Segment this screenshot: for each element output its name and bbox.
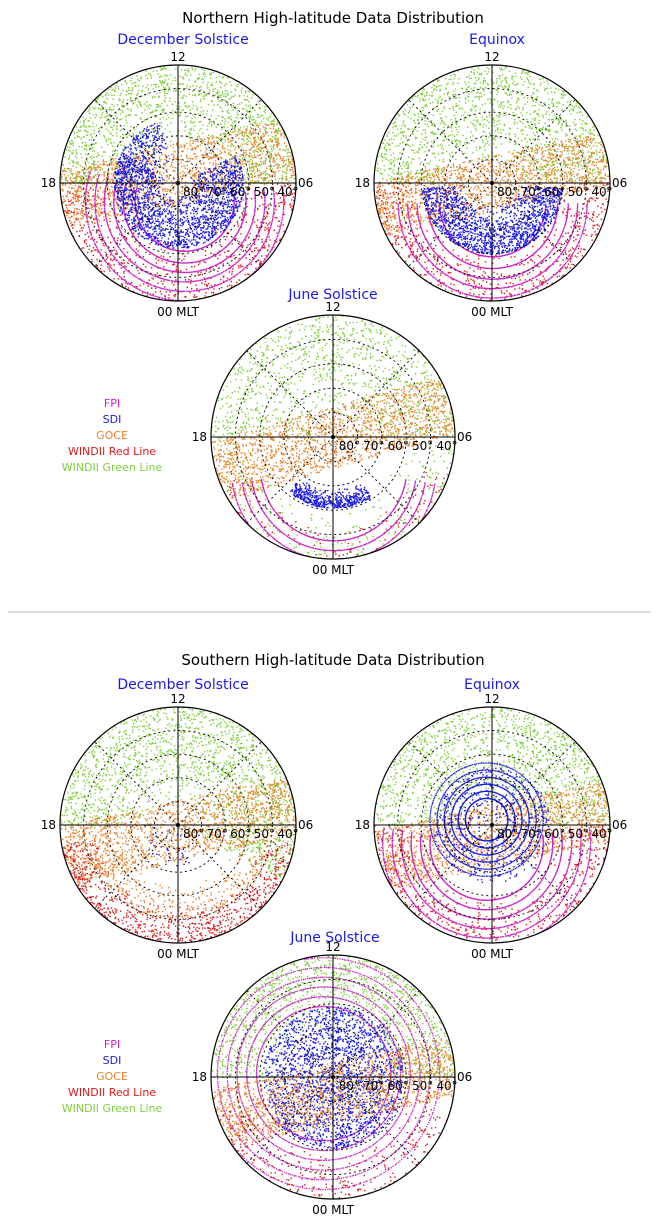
- latitude-tick: 70°: [521, 827, 542, 841]
- legend-windii-red: WINDII Red Line: [68, 445, 156, 458]
- mlt-label-18: 18: [192, 1070, 207, 1084]
- mlt-label-00: 00 MLT: [312, 1203, 354, 1217]
- latitude-tick: 80°: [339, 1079, 360, 1093]
- latitude-tick: 80°: [497, 827, 518, 841]
- mlt-label-18: 18: [192, 430, 207, 444]
- latitude-tick: 60°: [230, 185, 251, 199]
- latitude-tick: 60°: [388, 439, 409, 453]
- mlt-label-06: 06: [457, 1070, 472, 1084]
- mlt-label-00: 00 MLT: [157, 305, 199, 319]
- mlt-label-00: 00 MLT: [471, 947, 513, 961]
- polar-dial-north-june: 12 18 06 00 MLT 80° 70° 60° 50° 40°: [192, 300, 473, 577]
- mlt-label-00: 00 MLT: [157, 947, 199, 961]
- panel-title-s-eq: Equinox: [464, 677, 520, 693]
- mlt-label-06: 06: [298, 818, 313, 832]
- latitude-tick: 40°: [591, 827, 612, 841]
- latitude-tick: 80°: [497, 185, 518, 199]
- latitude-tick: 70°: [207, 827, 228, 841]
- polar-dial-north-december: 12 18 06 00 MLT 80° 70° 60° 50° 40°: [41, 50, 314, 319]
- latitude-tick: 40°: [277, 185, 298, 199]
- polar-dial-south-december: 12 18 06 00 MLT 80° 70° 60° 50° 40°: [41, 692, 314, 961]
- latitude-tick: 50°: [254, 185, 275, 199]
- mlt-label-18: 18: [355, 176, 370, 190]
- panel-title-n-eq: Equinox: [469, 32, 525, 48]
- latitude-tick: 40°: [436, 1079, 457, 1093]
- mlt-label-12: 12: [484, 50, 499, 64]
- latitude-tick: 40°: [436, 439, 457, 453]
- mlt-label-12: 12: [170, 50, 185, 64]
- latitude-tick: 50°: [568, 185, 589, 199]
- mlt-label-12: 12: [325, 940, 340, 954]
- latitude-tick: 80°: [183, 827, 204, 841]
- latitude-tick: 50°: [254, 827, 275, 841]
- legend-goce: GOCE: [96, 429, 128, 442]
- latitude-tick: 50°: [412, 1079, 433, 1093]
- latitude-tick: 40°: [277, 827, 298, 841]
- mlt-label-18: 18: [355, 818, 370, 832]
- north-legend: FPI SDI GOCE WINDII Red Line WINDII Gree…: [62, 397, 163, 474]
- legend-windii-red: WINDII Red Line: [68, 1086, 156, 1099]
- mlt-label-12: 12: [325, 300, 340, 314]
- latitude-tick: 70°: [363, 439, 384, 453]
- legend-sdi: SDI: [103, 1054, 122, 1067]
- mlt-label-18: 18: [41, 818, 56, 832]
- mlt-label-00: 00 MLT: [312, 563, 354, 577]
- latitude-tick: 70°: [207, 185, 228, 199]
- latitude-tick: 40°: [591, 185, 612, 199]
- legend-sdi: SDI: [103, 413, 122, 426]
- polar-dial-north-equinox: 12 18 06 00 MLT 80° 70° 60° 50° 40°: [355, 50, 628, 319]
- latitude-tick: 60°: [544, 185, 565, 199]
- mlt-label-06: 06: [612, 176, 627, 190]
- legend-goce: GOCE: [96, 1070, 128, 1083]
- panel-title-s-dec: December Solstice: [117, 677, 248, 693]
- legend-windii-green: WINDII Green Line: [62, 1102, 163, 1115]
- north-section-title: Northern High-latitude Data Distribution: [182, 9, 484, 27]
- mlt-label-12: 12: [484, 692, 499, 706]
- latitude-tick: 60°: [230, 827, 251, 841]
- polar-dial-south-equinox: 12 18 06 00 MLT 80° 70° 60° 50° 40°: [355, 692, 628, 961]
- legend-windii-green: WINDII Green Line: [62, 461, 163, 474]
- latitude-tick: 70°: [521, 185, 542, 199]
- panel-title-n-jun: June Solstice: [287, 287, 377, 303]
- latitude-tick: 60°: [544, 827, 565, 841]
- legend-fpi: FPI: [104, 1038, 120, 1051]
- latitude-tick: 50°: [412, 439, 433, 453]
- legend-fpi: FPI: [104, 397, 120, 410]
- panel-title-s-jun: June Solstice: [289, 930, 379, 946]
- south-legend: FPI SDI GOCE WINDII Red Line WINDII Gree…: [62, 1038, 163, 1115]
- mlt-label-00: 00 MLT: [471, 305, 513, 319]
- south-section-title: Southern High-latitude Data Distribution: [181, 651, 484, 669]
- latitude-tick: 80°: [339, 439, 360, 453]
- latitude-tick: 60°: [388, 1079, 409, 1093]
- latitude-tick: 80°: [183, 185, 204, 199]
- latitude-tick: 70°: [363, 1079, 384, 1093]
- mlt-label-06: 06: [298, 176, 313, 190]
- latitude-tick: 50°: [568, 827, 589, 841]
- mlt-label-12: 12: [170, 692, 185, 706]
- mlt-label-06: 06: [612, 818, 627, 832]
- mlt-label-06: 06: [457, 430, 472, 444]
- polar-dial-south-june: 12 18 06 00 MLT 80° 70° 60° 50° 40°: [192, 940, 473, 1217]
- mlt-label-18: 18: [41, 176, 56, 190]
- panel-title-n-dec: December Solstice: [117, 32, 248, 48]
